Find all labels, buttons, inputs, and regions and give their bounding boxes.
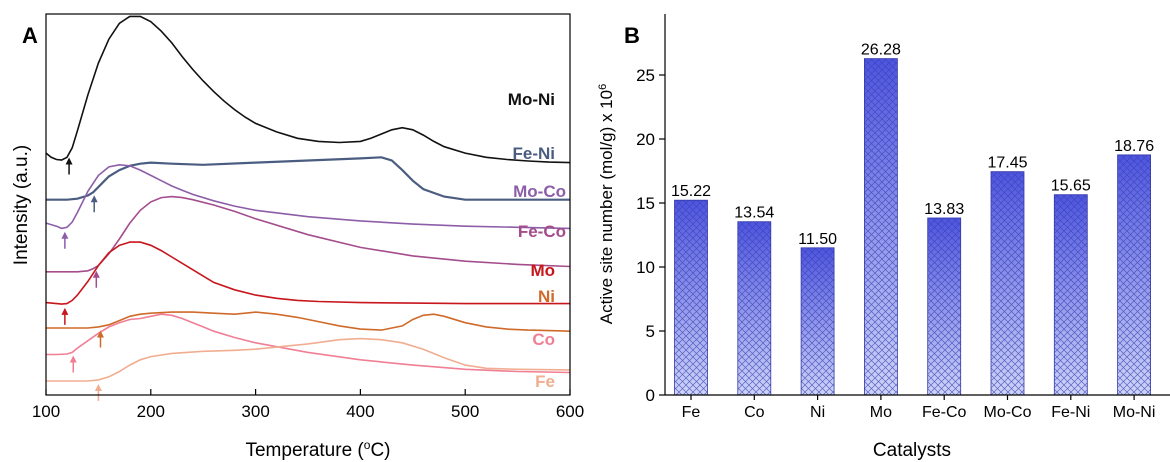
y-tick-label-5: 5	[646, 322, 655, 341]
y-tick-label-25: 25	[636, 66, 655, 85]
bar-co	[737, 221, 772, 396]
x-tick-label-200: 200	[137, 402, 165, 421]
panel-a-y-axis-title: Intensity (a.u.)	[11, 145, 32, 265]
bar-value-label-mo: 26.28	[861, 42, 901, 59]
curve-label-mo: Mo	[530, 261, 555, 280]
onset-arrow-mo	[61, 307, 69, 325]
panel-b-x-ticks: Fe Co Ni Mo Fe-Co Mo-Co Fe-Ni Mo-Ni	[682, 395, 1156, 421]
onset-arrow-mo-ni	[65, 157, 73, 175]
x-tick-label-mo: Mo	[870, 404, 892, 421]
panel-b: B 15.22 13.54 11.50 26.28 13.83 17.45 15.65 18.…	[597, 14, 1170, 461]
bar-value-label-fe-ni: 15.65	[1051, 178, 1091, 195]
onset-arrow-fe-ni	[90, 195, 98, 213]
curve-fe-ni	[46, 156, 570, 201]
curve-fe	[46, 337, 570, 382]
x-tick-label-mo-ni: Mo-Ni	[1113, 404, 1156, 421]
bar-fe	[674, 199, 708, 396]
curve-label-fe-co: Fe-Co	[518, 222, 566, 241]
curve-label-mo-ni: Mo-Ni	[508, 90, 555, 109]
x-tick-label-mo-co: Mo-Co	[983, 404, 1031, 421]
curve-label-ni: Ni	[538, 287, 555, 306]
curve-label-co: Co	[532, 330, 555, 349]
bar-value-label-fe: 15.22	[671, 183, 711, 200]
panel-b-value-labels: 15.22 13.54 11.50 26.28 13.83 17.45 15.65 18.76	[671, 42, 1154, 248]
bar-mo-ni	[1117, 154, 1151, 396]
onset-arrow-fe-co	[92, 270, 100, 288]
x-tick-label-fe-co: Fe-Co	[922, 404, 967, 421]
x-tick-label-fe-ni: Fe-Ni	[1051, 404, 1090, 421]
y-tick-label-20: 20	[636, 130, 655, 149]
bar-fe-ni	[1053, 194, 1088, 396]
curve-mo	[46, 241, 570, 305]
bar-mo	[864, 58, 898, 396]
curve-ni	[46, 311, 570, 332]
bar-value-label-mo-co: 17.45	[987, 155, 1027, 172]
panel-b-x-axis-title: Catalysts	[873, 440, 951, 461]
bar-mo-co	[990, 171, 1025, 396]
x-tick-label-500: 500	[451, 402, 479, 421]
panel-b-y-axis-title: Active site number (mol/g) x 106	[597, 84, 616, 324]
bar-value-label-fe-co: 13.83	[924, 201, 964, 218]
panel-a-curve-labels: Mo-Ni Fe-Ni Mo-Co Fe-Co Mo Ni Co Fe	[508, 90, 566, 391]
panel-b-bars	[674, 58, 1151, 396]
y-tick-label-0: 0	[646, 386, 655, 405]
bar-fe-co	[927, 217, 962, 396]
curve-label-fe: Fe	[535, 372, 555, 391]
x-tick-label-ni: Ni	[810, 404, 825, 421]
onset-arrow-fe	[94, 383, 102, 401]
curve-co	[46, 313, 570, 374]
panel-b-letter: B	[624, 23, 640, 48]
x-tick-label-fe: Fe	[682, 404, 701, 421]
bar-value-label-mo-ni: 18.76	[1114, 138, 1154, 155]
bar-value-label-co: 13.54	[734, 205, 774, 222]
panel-b-y-ticks: 0 5 10 15 20 25	[636, 66, 665, 405]
x-tick-label-400: 400	[346, 402, 374, 421]
bar-value-label-ni: 11.50	[798, 231, 837, 248]
panel-a-onset-arrows	[61, 157, 104, 401]
curve-label-mo-co: Mo-Co	[513, 182, 566, 201]
panel-a-frame	[45, 13, 571, 396]
onset-arrow-mo-co	[61, 231, 69, 249]
panel-a-x-ticks: 100 200 300 400 500 600	[32, 389, 584, 421]
x-tick-label-300: 300	[241, 402, 269, 421]
x-tick-label-co: Co	[744, 404, 765, 421]
bar-ni	[800, 247, 835, 396]
panel-a: A Mo-Ni Fe-Ni Mo-Co Fe-Co Mo Ni Co Fe 100 200 300…	[11, 13, 584, 461]
x-tick-label-100: 100	[32, 402, 60, 421]
panel-a-x-axis-title: Temperature (oC)	[245, 438, 390, 461]
curve-label-fe-ni: Fe-Ni	[513, 144, 556, 163]
curve-mo-co	[46, 163, 570, 230]
x-tick-label-600: 600	[556, 402, 584, 421]
curve-fe-co	[46, 195, 570, 273]
onset-arrow-co	[69, 355, 77, 373]
y-tick-label-15: 15	[636, 194, 655, 213]
panel-a-curves	[46, 15, 570, 382]
onset-arrow-ni	[96, 330, 104, 348]
y-tick-label-10: 10	[636, 258, 655, 277]
panel-a-letter: A	[22, 23, 38, 48]
curve-mo-ni	[46, 15, 570, 164]
